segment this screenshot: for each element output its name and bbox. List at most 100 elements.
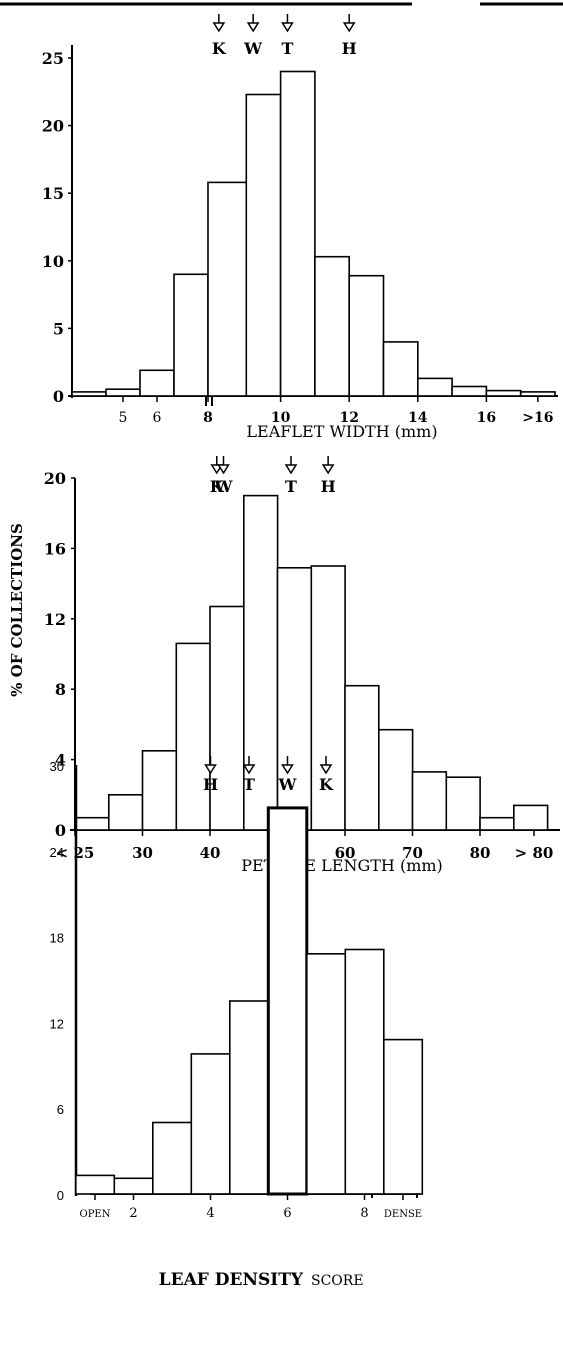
- x-tick-label: 30: [132, 844, 153, 862]
- x-tick-label: 2: [129, 1206, 137, 1221]
- x-tick-label: 70: [402, 844, 423, 862]
- y-tick-label: 0: [53, 387, 64, 406]
- histogram-bar: [519, 391, 556, 397]
- x-tick-label: 8: [203, 410, 213, 426]
- cultivar-marker: W: [278, 756, 298, 794]
- histogram-bar: [75, 1174, 116, 1195]
- histogram-bar: [175, 642, 211, 831]
- histogram-bar: [344, 684, 380, 831]
- cultivar-marker: T: [281, 14, 294, 58]
- y-tick-label: 24: [50, 845, 64, 860]
- y-tick-label: 20: [42, 117, 64, 136]
- cultivar-marker: H: [321, 456, 336, 496]
- x-tick-label: 40: [200, 844, 221, 862]
- cultivar-marker-label: K: [210, 477, 225, 496]
- histogram-bar: [229, 1000, 270, 1195]
- x-tick-label: 12: [339, 410, 358, 426]
- histogram-bar: [243, 494, 279, 831]
- cultivar-marker-label: T: [282, 39, 294, 58]
- y-tick-label: 18: [50, 931, 64, 946]
- histogram-bar: [245, 93, 282, 397]
- cultivar-marker-label: K: [319, 775, 334, 794]
- leaflet-width-chart: LEAFLET WIDTH (mm) 0 5 10 15 20 25 5 6 8 10 12 14 16…: [42, 14, 558, 441]
- histogram-bar: [141, 749, 178, 831]
- x-tick-label: 8: [360, 1206, 368, 1221]
- x-axis-label: LEAFLET WIDTH (mm): [246, 422, 437, 441]
- histogram-bar: [173, 273, 209, 397]
- cultivar-marker-label: T: [285, 477, 297, 496]
- x-tick-label: 6: [153, 410, 162, 426]
- y-tick-label: 16: [44, 539, 66, 558]
- histogram-bar: [74, 816, 110, 831]
- x-tick-label: 5: [119, 410, 128, 426]
- histogram-bar: [485, 389, 522, 397]
- cultivar-marker: K: [212, 14, 227, 58]
- histogram-bar: [113, 1177, 154, 1195]
- cultivar-marker-label: W: [278, 775, 298, 794]
- x-tick-label: 4: [206, 1206, 214, 1221]
- histogram-bar: [479, 816, 515, 831]
- histogram-bar: [190, 1053, 231, 1195]
- histogram-bar: [382, 341, 419, 397]
- cultivar-marker: W: [214, 456, 234, 496]
- y-axis-label: % OF COLLECTIONS: [8, 523, 26, 697]
- x-tick-label: 16: [477, 410, 496, 426]
- y-tick-label: 25: [42, 49, 64, 68]
- y-tick-label: 0: [57, 1188, 64, 1203]
- y-tick-label: 0: [55, 821, 66, 840]
- cultivar-marker: W: [243, 14, 263, 58]
- y-tick-label: 12: [50, 1016, 64, 1031]
- histogram-bar: [305, 952, 347, 1195]
- histogram-bar: [266, 806, 309, 1196]
- histogram-bar: [382, 1038, 424, 1195]
- x-axis-label-score: SCORE: [311, 1273, 364, 1289]
- cultivar-marker: H: [203, 756, 218, 794]
- cultivar-marker-label: H: [203, 775, 218, 794]
- y-tick-label: 5: [53, 319, 64, 338]
- cultivar-marker: T: [242, 756, 256, 794]
- y-tick-label: 6: [57, 1102, 64, 1117]
- y-tick-label: 20: [44, 469, 66, 488]
- histogram-bar: [207, 181, 248, 397]
- y-tick-label: 30: [50, 759, 64, 774]
- histogram-bar: [411, 771, 448, 831]
- cultivar-marker: T: [284, 456, 298, 496]
- cultivar-marker-label: W: [243, 39, 263, 58]
- x-tick-label: OPEN: [80, 1209, 111, 1220]
- cultivar-marker-label: K: [212, 39, 227, 58]
- histogram-bar: [445, 776, 481, 831]
- cultivar-marker: K: [319, 756, 334, 794]
- x-tick-label: 80: [470, 844, 491, 862]
- x-tick-label: > 80: [515, 844, 554, 862]
- y-tick-label: 15: [42, 184, 64, 203]
- histogram-bar: [279, 70, 316, 397]
- x-tick-label: DENSE: [384, 1209, 422, 1220]
- histogram-bar: [209, 605, 245, 831]
- histogram-bar: [512, 804, 549, 831]
- y-tick-label: 12: [44, 610, 66, 629]
- cultivar-marker-label: W: [214, 477, 234, 496]
- x-tick-label: 10: [271, 410, 291, 426]
- cultivar-marker: H: [342, 14, 357, 58]
- cultivar-marker-label: H: [342, 39, 357, 58]
- x-tick-label: 6: [283, 1206, 291, 1221]
- x-tick-label: 60: [335, 844, 356, 862]
- histogram-bar: [348, 274, 385, 397]
- y-tick-label: 4: [55, 751, 66, 770]
- x-tick-label: 14: [408, 410, 428, 426]
- histogram-bar: [377, 728, 414, 831]
- histogram-bar: [139, 369, 175, 397]
- cultivar-marker-label: T: [243, 775, 255, 794]
- y-tick-label: 10: [42, 252, 64, 271]
- histogram-bar: [152, 1121, 193, 1195]
- histogram-bar: [105, 388, 141, 397]
- histogram-bar: [344, 948, 385, 1195]
- histogram-bar: [416, 377, 453, 397]
- cultivar-marker-label: H: [321, 477, 336, 496]
- histogram-bar: [451, 385, 488, 397]
- histogram-bar: [108, 793, 144, 831]
- histogram-bar: [310, 565, 346, 831]
- histogram-bar: [314, 255, 350, 397]
